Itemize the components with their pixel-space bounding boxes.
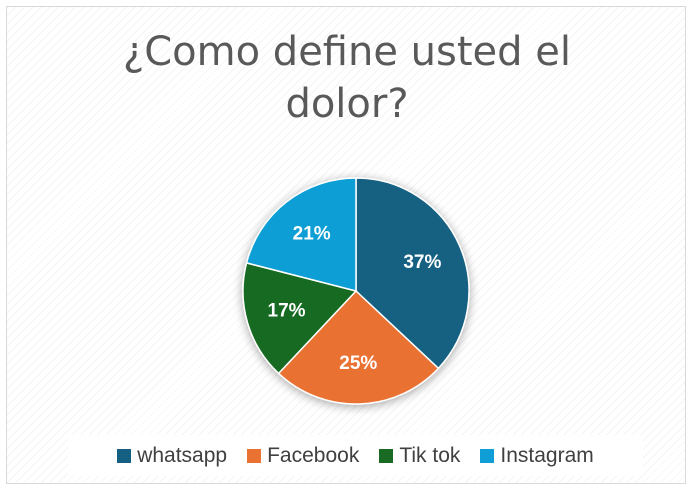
legend-swatch-facebook bbox=[247, 448, 262, 463]
pie-slice-whatsapp bbox=[355, 177, 470, 370]
legend-label: Instagram bbox=[500, 443, 594, 467]
legend-item-whatsapp: whatsapp bbox=[117, 444, 227, 468]
chart-title: ¿Como define usted el dolor? bbox=[123, 29, 571, 127]
legend-swatch-whatsapp bbox=[117, 448, 132, 463]
pie-data-labels: 37% 25% 17% 21% bbox=[268, 223, 442, 373]
legend-item-instagram: Instagram bbox=[480, 443, 594, 468]
legend-swatch-instagram bbox=[480, 448, 495, 463]
legend-item-facebook: Facebook bbox=[247, 444, 359, 468]
pie-slice-tik-tok bbox=[242, 261, 358, 375]
legend-label: Facebook bbox=[267, 443, 360, 467]
data-label-tik-tok: 17% bbox=[268, 301, 306, 322]
legend-swatch-tiktok bbox=[379, 448, 394, 463]
data-label-facebook: 25% bbox=[339, 353, 377, 374]
legend-label: whatsapp bbox=[137, 443, 228, 467]
data-label-whatsapp: 37% bbox=[403, 252, 441, 273]
legend-item-tiktok: Tik tok bbox=[379, 444, 460, 468]
legend: whatsapp Facebook Tik tok Instagram bbox=[68, 435, 643, 476]
pie-slices bbox=[242, 177, 470, 405]
data-label-instagram: 21% bbox=[293, 223, 331, 244]
pie-slice-instagram bbox=[245, 177, 357, 292]
legend-label: Tik tok bbox=[399, 443, 461, 467]
pie-slice-facebook bbox=[277, 289, 440, 405]
